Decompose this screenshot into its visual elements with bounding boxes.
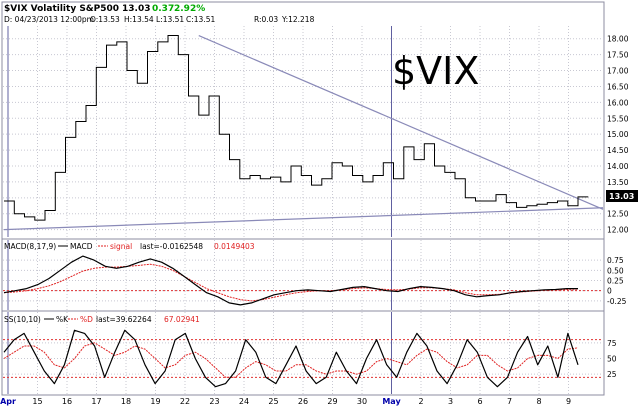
- bar-date: D: 04/23/2013 12:00pm: [4, 15, 94, 24]
- price-series: [4, 35, 589, 221]
- x-tick-label: 23: [209, 397, 219, 406]
- y-tick-label: 75: [607, 339, 617, 348]
- y-tick-label: 17.50: [607, 51, 629, 60]
- x-tick-label: May: [382, 397, 401, 406]
- y-tick-label: 25: [607, 370, 617, 379]
- x-tick-label: 16: [62, 397, 72, 406]
- y-tick-label: 15.50: [607, 114, 629, 123]
- stoch-legend-last: last=39.62264: [96, 315, 152, 324]
- x-tick-label: 29: [327, 397, 337, 406]
- chart-symbol: $VIX Volatility S&P500: [4, 4, 119, 14]
- y-tick-label: 16.50: [607, 82, 629, 91]
- y-tick-label: 0.75: [607, 256, 624, 265]
- macd-legend-last: last=-0.0162548: [140, 242, 203, 251]
- y-tick-label: 0: [607, 287, 612, 296]
- price-change-pct: 2.92%: [174, 4, 205, 14]
- bar-open: O:13.53: [90, 15, 120, 24]
- x-tick-label: Apr: [0, 397, 16, 406]
- x-tick-label: 17: [91, 397, 101, 406]
- trend-lines: [3, 34, 604, 231]
- data-series: [3, 35, 589, 388]
- stoch-title: SS(10,10): [4, 315, 41, 324]
- grid-lines: [3, 26, 603, 394]
- y-tick-label: 0.25: [607, 277, 624, 286]
- macd-signal-line: [3, 263, 579, 302]
- trend-line: [198, 34, 604, 210]
- y-tick-label: 13.50: [607, 178, 629, 187]
- y-tick-label: 17.00: [607, 67, 629, 76]
- stoch-legend-k: %K: [56, 315, 69, 324]
- bar-low: L:13.51: [156, 15, 184, 24]
- x-axis-ticks: Apr 15 16 17 18 19 22 23 24 25 26 29 30 May 2 3 6 7 8 9: [0, 397, 571, 406]
- price-change: 0.37: [152, 4, 174, 14]
- x-tick-label: 19: [150, 397, 160, 406]
- y-tick-label: 18.00: [607, 35, 629, 44]
- trend-line: [3, 207, 604, 231]
- x-tick-label: 24: [239, 397, 249, 406]
- y-tick-label: 12.50: [607, 210, 629, 219]
- x-tick-label: 18: [121, 397, 131, 406]
- y-tick-label: 16.00: [607, 98, 629, 107]
- macd-legend-signal: signal: [110, 242, 132, 251]
- y-tick-label: 15.00: [607, 130, 629, 139]
- x-tick-label: 26: [298, 397, 308, 406]
- bar-range: R:0.03: [254, 15, 278, 24]
- x-tick-label: 30: [357, 397, 367, 406]
- x-tick-label: 15: [32, 397, 42, 406]
- y-axis-ticks: 18.00 17.50 17.00 16.50 16.00 15.50 15.00 14.50…: [607, 35, 629, 379]
- x-tick-label: 8: [536, 397, 541, 406]
- y-tick-label: 50: [607, 355, 617, 364]
- bar-high: H:13.54: [124, 15, 154, 24]
- x-tick-label: 22: [180, 397, 190, 406]
- macd-panel: [1, 238, 605, 312]
- stoch-legend-d: %D: [80, 315, 93, 324]
- last-price-tag-bg: [606, 190, 638, 202]
- stoch-legend-d-last: 67.02941: [164, 315, 200, 324]
- last-price-tag: 13.03: [609, 192, 634, 201]
- stoch-k-line: [3, 329, 579, 388]
- bar-close: C:13.51: [186, 15, 215, 24]
- x-tick-label: 25: [268, 397, 278, 406]
- y-tick-label: 14.50: [607, 146, 629, 155]
- macd-legend-macd: MACD: [70, 242, 93, 251]
- x-tick-label: 6: [477, 397, 482, 406]
- macd-title: MACD(8,17,9): [4, 242, 56, 251]
- macd-line: [3, 255, 578, 306]
- x-tick-label: 2: [418, 397, 423, 406]
- y-tick-label: 12.00: [607, 226, 629, 235]
- macd-legend-signal-last: 0.0149403: [214, 242, 255, 251]
- y-tick-label: -0.25: [607, 297, 627, 306]
- bar-y: Y:12.218: [281, 15, 315, 24]
- chart-watermark: $VIX: [392, 49, 479, 93]
- y-tick-label: 0.50: [607, 266, 624, 275]
- x-tick-label: 3: [448, 397, 453, 406]
- y-tick-label: 14.00: [607, 162, 629, 171]
- stoch-d-line: [3, 342, 579, 378]
- x-tick-label: 9: [566, 397, 571, 406]
- last-price: 13.03: [122, 4, 150, 14]
- x-tick-label: 7: [507, 397, 512, 406]
